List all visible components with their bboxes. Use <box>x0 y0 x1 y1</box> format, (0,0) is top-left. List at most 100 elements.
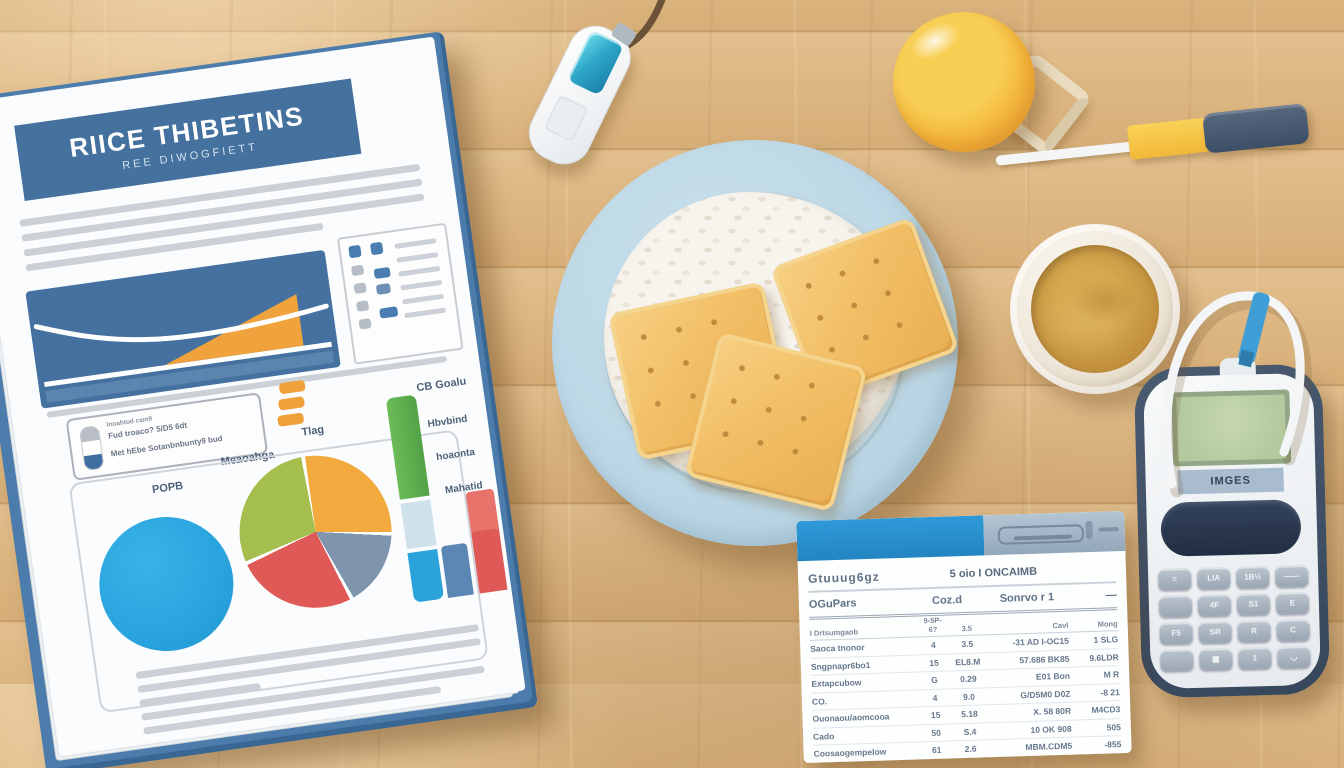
capsule-bottom <box>83 453 104 471</box>
meter-keypad: ≡ LIA 1B½ —— 4F S1 E F5 SR R C ▦ 1 ◡ <box>1157 565 1311 671</box>
card-pill <box>1085 520 1093 540</box>
card-cell: Coosaogempelow <box>813 746 887 760</box>
cable-connector <box>1238 292 1270 368</box>
capsule-icon <box>78 424 105 472</box>
blue-chip-icon <box>379 306 399 319</box>
stacked-bar-pale <box>400 499 437 550</box>
card-cell: 1 SLG <box>1093 634 1119 646</box>
meter-key[interactable]: 1B½ <box>1235 566 1270 588</box>
blue-square-icon <box>369 241 384 256</box>
cracker-holes <box>801 247 929 371</box>
column-header: I Drtsumgaob <box>809 627 859 638</box>
card-cell: G/D5M0 D0Z <box>1020 688 1071 701</box>
meter-key[interactable]: S1 <box>1236 593 1271 615</box>
card-sub-col: Sonrvo r 1 <box>999 591 1055 605</box>
blue-chip-icon <box>375 283 392 295</box>
orange-bullet <box>278 379 306 395</box>
meter-key[interactable]: R <box>1237 620 1271 642</box>
card-cell: 61 <box>931 745 942 756</box>
card-cell: 2.6 <box>964 743 977 755</box>
meter-key[interactable]: LIA <box>1196 567 1231 589</box>
tea-glass <box>1010 224 1180 394</box>
nutrition-card: Gtuuug6gz 5 oio I ONCAIMB OGuPars Coz.d … <box>796 510 1132 764</box>
text-line <box>404 307 447 319</box>
meter-key[interactable]: ≡ <box>1157 568 1192 590</box>
meter-speaker-oval <box>1160 499 1302 557</box>
cup-gloss-highlight <box>905 15 965 67</box>
card-sub-col: — <box>1105 589 1117 602</box>
bars-label1: Hbvbind <box>426 413 469 431</box>
card-cell: S.4 <box>963 726 977 737</box>
meter-key[interactable] <box>1160 649 1194 671</box>
column-header: Mong <box>1097 619 1118 629</box>
document-page: RIICE THIBETINS REE DIWOGFIETT <box>0 36 526 756</box>
card-cell: 57.686 BK85 <box>1019 653 1070 666</box>
card-cell: X. 58 80R <box>1033 705 1072 718</box>
card-cell: G <box>931 675 938 686</box>
card-cell: EL8.M <box>955 656 981 668</box>
card-cell: M R <box>1103 669 1120 680</box>
card-cell: Cado <box>812 730 835 742</box>
pie-label-right: Tlag <box>300 423 325 439</box>
meter-key[interactable]: F5 <box>1159 622 1193 644</box>
card-cell: 4 <box>932 692 938 703</box>
card-header-gray <box>983 510 1126 556</box>
card-cell: Saoca tnonor <box>810 642 865 655</box>
meter-key[interactable]: ◡ <box>1277 645 1311 668</box>
card-cell: 15 <box>930 710 941 721</box>
gray-dot-icon <box>350 264 365 277</box>
text-line <box>398 265 441 277</box>
meter-brand-label: IMGES <box>1177 467 1284 495</box>
meter-key[interactable] <box>1158 595 1193 617</box>
pen-tip <box>995 141 1134 166</box>
text-line <box>402 293 445 305</box>
meter-key[interactable]: 1 <box>1238 647 1272 669</box>
lancing-device <box>513 10 651 180</box>
glucose-meter: IMGES ≡ LIA 1B½ —— 4F S1 E F5 SR R C ▦ 1 ◡ <box>1133 357 1331 699</box>
card-cell: 10 OK 908 <box>1030 723 1072 735</box>
report-document: RIICE THIBETINS REE DIWOGFIETT <box>0 31 539 768</box>
card-cell: CO. <box>811 696 828 707</box>
card-dash <box>1098 527 1119 532</box>
card-cell: Sngpnapr6bo1 <box>810 659 871 672</box>
gray-dot-icon <box>355 300 370 312</box>
card-cell: M4CD3 <box>1091 704 1121 716</box>
meter-face: IMGES ≡ LIA 1B½ —— 4F S1 E F5 SR R C ▦ 1 ◡ <box>1142 372 1322 690</box>
meter-key[interactable]: —— <box>1274 565 1309 587</box>
meter-key[interactable]: SR <box>1198 621 1232 643</box>
text-line <box>394 238 437 249</box>
card-title-left: Gtuuug6gz <box>807 569 880 586</box>
line-chart <box>33 294 335 403</box>
blue-square-icon <box>348 244 362 259</box>
card-sub-col: OGuPars <box>808 597 857 611</box>
gray-dot-icon <box>358 318 372 330</box>
card-cell: E01 Bon <box>1035 670 1071 683</box>
line-chart-panel <box>25 249 341 409</box>
text-line <box>400 279 443 291</box>
pen-barrel <box>1202 103 1310 154</box>
column-header: Cavl <box>1052 620 1069 631</box>
card-body: Gtuuug6gz 5 oio I ONCAIMB OGuPars Coz.d … <box>807 557 1122 764</box>
column-header: 9-5P-6? <box>923 615 942 635</box>
meter-key[interactable]: E <box>1275 592 1310 614</box>
meter-key[interactable]: ▦ <box>1199 648 1233 670</box>
meter-key[interactable]: C <box>1276 619 1310 641</box>
blue-chip-icon <box>373 266 391 280</box>
card-cell: Ouonaou/aomcooa <box>812 711 890 725</box>
column-header: 3.5 <box>961 623 973 634</box>
card-cell: 3.5 <box>961 638 974 650</box>
card-cell: 5.18 <box>961 708 978 720</box>
card-cell: 4 <box>930 640 936 651</box>
meter-key[interactable]: 4F <box>1197 594 1232 616</box>
pen-yellow-band <box>1126 117 1211 160</box>
card-cell: -855 <box>1104 739 1122 750</box>
card-cell: -8 21 <box>1100 686 1120 698</box>
card-cell: MBM.CDM5 <box>1025 740 1073 753</box>
text-line <box>396 252 439 263</box>
card-rows: Saoca tnonor 4 3.5 -31 AD I-OC15 1 SLG Sngpna… <box>810 631 1122 764</box>
card-cell: 9.6LDR <box>1089 651 1119 663</box>
card-cell: -31 AD I-OC15 <box>1012 635 1070 648</box>
card-title-right: 5 oio I ONCAIMB <box>949 565 1038 581</box>
card-sub-col: Coz.d <box>931 594 963 607</box>
